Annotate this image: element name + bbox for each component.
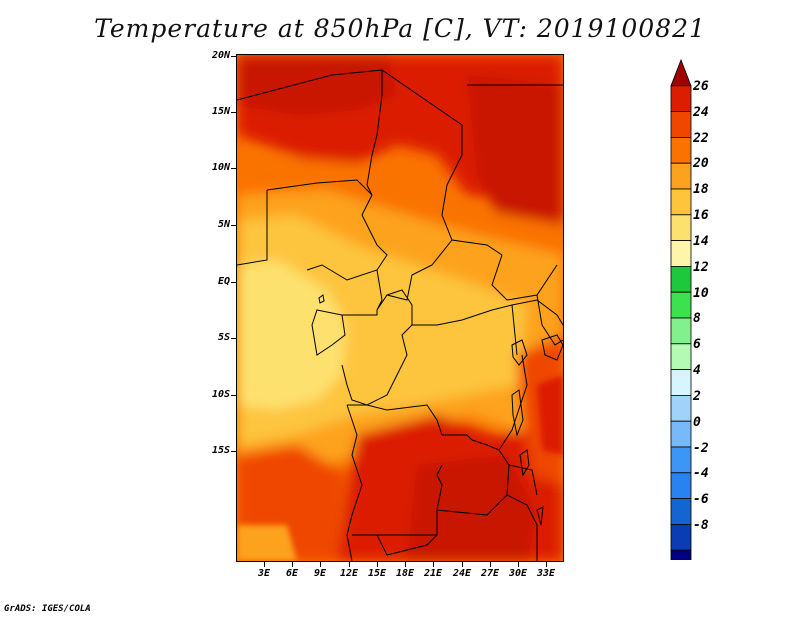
lat-label-15n: 15N bbox=[211, 106, 230, 117]
lon-tick bbox=[462, 562, 463, 567]
lat-label-5s: 5S bbox=[217, 332, 230, 343]
lon-label-6e: 6E bbox=[285, 568, 299, 579]
colorbar-segment bbox=[670, 369, 692, 396]
lon-label-3e: 3E bbox=[257, 568, 271, 579]
colorbar-label: 20 bbox=[693, 156, 709, 171]
colorbar-label: -2 bbox=[693, 441, 709, 456]
colorbar-label: -8 bbox=[693, 518, 709, 533]
colorbar-segment bbox=[670, 188, 692, 216]
colorbar-segment bbox=[670, 111, 692, 138]
colorbar-label: 26 bbox=[693, 79, 709, 94]
lat-label-10n: 10N bbox=[211, 162, 230, 173]
colorbar-label: 4 bbox=[693, 363, 701, 378]
lat-tick bbox=[231, 112, 236, 113]
colorbar-label: 0 bbox=[693, 415, 701, 430]
colorbar-segment bbox=[670, 446, 692, 474]
colorbar-segment bbox=[670, 523, 692, 551]
lon-tick bbox=[349, 562, 350, 567]
colorbar-label: 12 bbox=[693, 260, 709, 275]
colorbar-segment bbox=[670, 317, 692, 345]
lon-label-12e: 12E bbox=[339, 568, 359, 579]
colorbar-segment bbox=[670, 137, 692, 164]
colorbar-label: 22 bbox=[693, 131, 709, 146]
colorbar-segment bbox=[670, 85, 692, 112]
colorbar-segment bbox=[670, 472, 692, 499]
colorbar-segment bbox=[670, 265, 692, 293]
lat-tick bbox=[231, 338, 236, 339]
colorbar-segment bbox=[670, 291, 692, 319]
lon-label-21e: 21E bbox=[423, 568, 443, 579]
lat-tick bbox=[231, 282, 236, 283]
colorbar-label: 14 bbox=[693, 234, 709, 249]
colorbar-segment bbox=[670, 394, 692, 422]
colorbar-label: -6 bbox=[693, 492, 709, 507]
colorbar-segment bbox=[670, 549, 692, 560]
colorbar-label: 10 bbox=[693, 286, 709, 301]
colorbar-label: 18 bbox=[693, 182, 709, 197]
lon-label-30e: 30E bbox=[508, 568, 528, 579]
colorbar-label: -4 bbox=[693, 466, 709, 481]
lat-tick bbox=[231, 395, 236, 396]
lon-tick bbox=[518, 562, 519, 567]
lon-label-24e: 24E bbox=[452, 568, 472, 579]
colorbar-segment bbox=[670, 498, 692, 525]
lon-tick bbox=[320, 562, 321, 567]
colorbar-label: 24 bbox=[693, 105, 709, 120]
lat-label-10s: 10S bbox=[211, 389, 230, 400]
lon-tick bbox=[433, 562, 434, 567]
lat-label-eq: EQ bbox=[217, 276, 230, 287]
temperature-map bbox=[236, 54, 564, 562]
colorbar-segment bbox=[670, 240, 692, 267]
chart-title: Temperature at 850hPa [C], VT: 201910082… bbox=[94, 14, 706, 43]
footer-credit: GrADS: IGES/COLA bbox=[4, 604, 91, 614]
lon-tick bbox=[292, 562, 293, 567]
colorbar-label: 16 bbox=[693, 208, 709, 223]
lat-tick bbox=[231, 225, 236, 226]
lat-label-5n: 5N bbox=[217, 219, 230, 230]
lon-label-15e: 15E bbox=[367, 568, 387, 579]
colorbar-arrow-top bbox=[670, 58, 692, 87]
lon-label-27e: 27E bbox=[480, 568, 500, 579]
colorbar-label: 2 bbox=[693, 389, 701, 404]
colorbar-label: 6 bbox=[693, 337, 701, 352]
temperature-field bbox=[237, 55, 563, 561]
lon-tick bbox=[405, 562, 406, 567]
lon-label-18e: 18E bbox=[395, 568, 415, 579]
lon-label-33e: 33E bbox=[536, 568, 556, 579]
colorbar-segment bbox=[670, 214, 692, 242]
lat-label-15s: 15S bbox=[211, 445, 230, 456]
lon-tick bbox=[264, 562, 265, 567]
lat-tick bbox=[231, 168, 236, 169]
lon-tick bbox=[377, 562, 378, 567]
lat-tick bbox=[231, 56, 236, 57]
lon-tick bbox=[546, 562, 547, 567]
colorbar-segment bbox=[670, 343, 692, 370]
lon-label-9e: 9E bbox=[313, 568, 327, 579]
colorbar-segment bbox=[670, 162, 692, 190]
lon-tick bbox=[490, 562, 491, 567]
lakes bbox=[318, 294, 563, 526]
colorbar-label: 8 bbox=[693, 311, 701, 326]
colorbar-segment bbox=[670, 420, 692, 448]
lat-tick bbox=[231, 451, 236, 452]
country-borders bbox=[237, 69, 563, 561]
colorbar bbox=[670, 58, 692, 560]
lat-label-20n: 20N bbox=[211, 50, 230, 61]
